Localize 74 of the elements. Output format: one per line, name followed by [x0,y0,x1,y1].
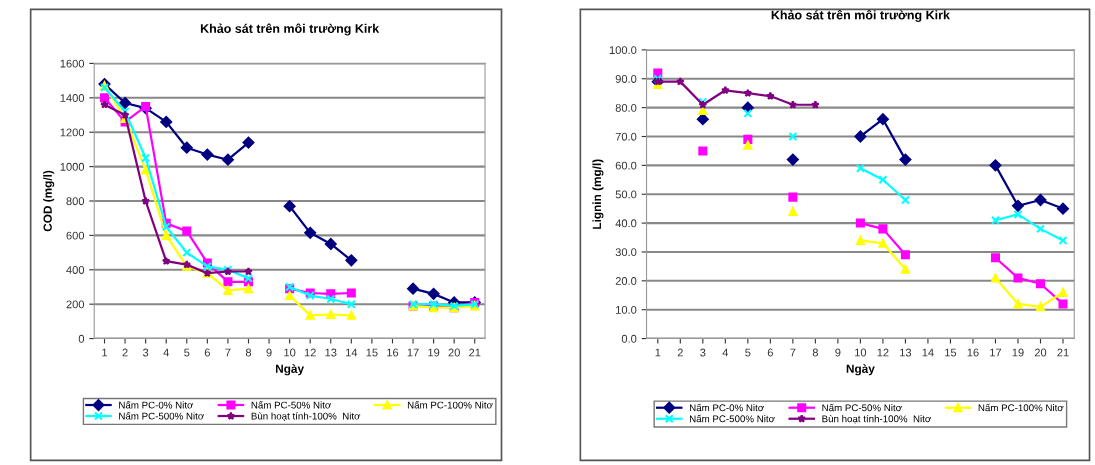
x-tick-label: 4 [163,348,169,357]
x-tick-label: 17 [407,348,419,357]
x-tick-label: 1 [655,348,661,357]
x-tick-label: 10 [284,348,296,357]
y-tick-label: 90.0 [615,75,637,83]
x-tick-label: 9 [835,348,841,357]
legend-label: Nấm PC-0% Nitơ [119,400,194,409]
y-tick-label: 20.0 [615,277,637,285]
x-tick-label: 12 [877,348,889,357]
x-tick-label: 13 [325,348,337,357]
y-tick-label: 1600 [60,59,85,68]
x-tick-label: 6 [767,348,773,357]
y-axis-title: COD (mg/l) [43,170,55,232]
x-tick-label: 14 [346,348,358,357]
x-tick-label: 15 [366,348,378,357]
y-axis-title: Lignin (mg/l) [592,159,604,229]
legend-label: Nấm PC-500% Nitơ [689,414,775,423]
x-tick-label: 13 [900,348,912,357]
legend-label: Nấm PC-100% Nitơ [978,403,1064,412]
x-axis-title: Ngày [275,364,304,376]
x-tick-label: 5 [745,348,751,357]
x-tick-label: 9 [266,348,272,357]
y-tick-label: 400 [66,266,85,274]
y-tick-label: 800 [66,197,85,206]
chart-title: Khảo sát trên môi trường Kirk [200,23,380,36]
legend-label: Nấm PC-100% Nitơ [407,400,493,409]
y-tick-label: 50.0 [615,190,637,199]
x-tick-label: 16 [387,348,399,357]
legend-label: Nấm PC-0% Nitơ [689,403,764,412]
x-tick-label: 2 [677,348,683,357]
x-tick-label: 15 [945,348,957,357]
x-tick-label: 17 [990,348,1002,357]
x-tick-label: 7 [790,348,796,357]
x-tick-label: 3 [700,348,706,357]
y-tick-label: 200 [66,300,85,309]
x-tick-label: 12 [304,348,316,357]
y-tick-label: 600 [66,231,85,240]
legend-label: Nấm PC-50% Nitơ [251,400,331,409]
y-tick-label: 0.0 [621,334,637,343]
x-tick-label: 21 [1057,348,1069,357]
x-tick-label: 5 [184,348,190,357]
y-tick-label: 100.0 [609,46,637,55]
y-tick-label: 0 [78,334,85,343]
legend-label: Nấm PC-50% Nitơ [822,403,902,412]
legend-label: Bùn hoạt tính-100% Nitơ [822,414,931,424]
y-tick-label: 40.0 [615,219,637,228]
x-tick-label: 20 [1034,348,1047,357]
x-tick-label: 1 [102,348,108,357]
legend-label: Nấm PC-500% Nitơ [119,411,204,420]
y-tick-label: 1000 [60,162,85,171]
x-tick-label: 14 [922,348,934,357]
x-tick-label: 21 [469,348,481,357]
x-tick-label: 7 [225,348,231,357]
x-tick-label: 8 [245,348,252,357]
y-tick-label: 1400 [60,94,85,102]
y-tick-label: 1200 [60,128,85,137]
x-tick-label: 6 [204,348,210,357]
y-tick-label: 70.0 [615,132,637,141]
x-tick-label: 19 [1012,348,1024,357]
x-tick-label: 19 [428,348,440,357]
y-tick-label: 60.0 [615,161,637,170]
x-tick-label: 8 [812,348,818,357]
x-tick-label: 20 [448,348,460,357]
x-axis-title: Ngày [846,364,875,376]
x-tick-label: 10 [855,348,867,357]
y-tick-label: 30.0 [615,248,637,257]
x-tick-label: 3 [142,348,149,357]
chart-title: Khảo sát trên môi trường Kirk [771,10,950,22]
y-tick-label: 10.0 [616,305,637,314]
legend-label: Bùn hoạt tính-100% Nitơ [251,412,361,421]
x-tick-label: 16 [967,348,979,357]
y-tick-label: 80.0 [615,103,637,112]
x-tick-label: 2 [122,348,128,357]
x-tick-label: 4 [722,348,729,357]
